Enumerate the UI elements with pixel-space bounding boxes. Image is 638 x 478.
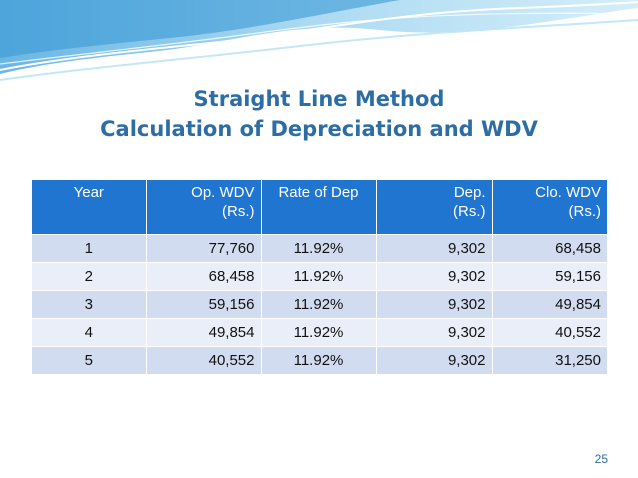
cell-op-wdv: 68,458 xyxy=(146,262,262,291)
cell-clo-wdv: 68,458 xyxy=(492,234,607,263)
header-dep: Dep. (Rs.) xyxy=(376,180,493,235)
cell-rate: 11.92% xyxy=(261,318,377,347)
header-wave-decoration xyxy=(0,0,638,81)
cell-dep: 9,302 xyxy=(376,290,493,319)
header-dep-label: Dep. xyxy=(453,184,486,201)
cell-rate: 11.92% xyxy=(261,234,377,263)
cell-dep: 9,302 xyxy=(376,234,493,263)
header-clo-wdv-label: Clo. WDV xyxy=(535,184,601,201)
cell-op-wdv: 59,156 xyxy=(146,290,262,319)
header-rate-of-dep: Rate of Dep xyxy=(261,180,377,235)
header-year-label: Year xyxy=(73,184,104,201)
header-op-wdv-unit: (Rs.) xyxy=(222,203,255,220)
cell-op-wdv: 49,854 xyxy=(146,318,262,347)
depreciation-table: Year Op. WDV (Rs.) Rate of Dep Dep. (Rs.… xyxy=(32,180,607,374)
cell-dep: 9,302 xyxy=(376,262,493,291)
header-dep-unit: (Rs.) xyxy=(453,203,486,220)
header-clo-wdv: Clo. WDV (Rs.) xyxy=(492,180,607,235)
table-header-row: Year Op. WDV (Rs.) Rate of Dep Dep. (Rs.… xyxy=(32,180,607,235)
header-year: Year xyxy=(32,180,147,235)
table-row: 3 59,156 11.92% 9,302 49,854 xyxy=(32,290,607,319)
header-op-wdv: Op. WDV (Rs.) xyxy=(146,180,262,235)
cell-rate: 11.92% xyxy=(261,290,377,319)
table-row: 4 49,854 11.92% 9,302 40,552 xyxy=(32,318,607,347)
cell-year: 1 xyxy=(32,234,147,263)
cell-clo-wdv: 49,854 xyxy=(492,290,607,319)
table-row: 5 40,552 11.92% 9,302 31,250 xyxy=(32,346,607,374)
cell-clo-wdv: 31,250 xyxy=(492,346,607,374)
header-rate-label: Rate of Dep xyxy=(278,184,359,201)
cell-year: 4 xyxy=(32,318,147,347)
cell-dep: 9,302 xyxy=(376,318,493,347)
cell-rate: 11.92% xyxy=(261,346,377,374)
cell-rate: 11.92% xyxy=(261,262,377,291)
slide-title: Straight Line Method Calculation of Depr… xyxy=(0,84,638,144)
header-clo-wdv-unit: (Rs.) xyxy=(568,203,602,220)
cell-year: 3 xyxy=(32,290,147,319)
cell-clo-wdv: 59,156 xyxy=(492,262,607,291)
page-number: 25 xyxy=(594,452,608,466)
cell-clo-wdv: 40,552 xyxy=(492,318,607,347)
table-row: 2 68,458 11.92% 9,302 59,156 xyxy=(32,262,607,291)
title-line-2: Calculation of Depreciation and WDV xyxy=(100,117,538,141)
cell-dep: 9,302 xyxy=(376,346,493,374)
cell-year: 5 xyxy=(32,346,147,374)
header-op-wdv-label: Op. WDV xyxy=(191,184,255,201)
cell-op-wdv: 77,760 xyxy=(146,234,262,263)
title-line-1: Straight Line Method xyxy=(193,87,445,111)
table-row: 1 77,760 11.92% 9,302 68,458 xyxy=(32,234,607,263)
cell-year: 2 xyxy=(32,262,147,291)
cell-op-wdv: 40,552 xyxy=(146,346,262,374)
